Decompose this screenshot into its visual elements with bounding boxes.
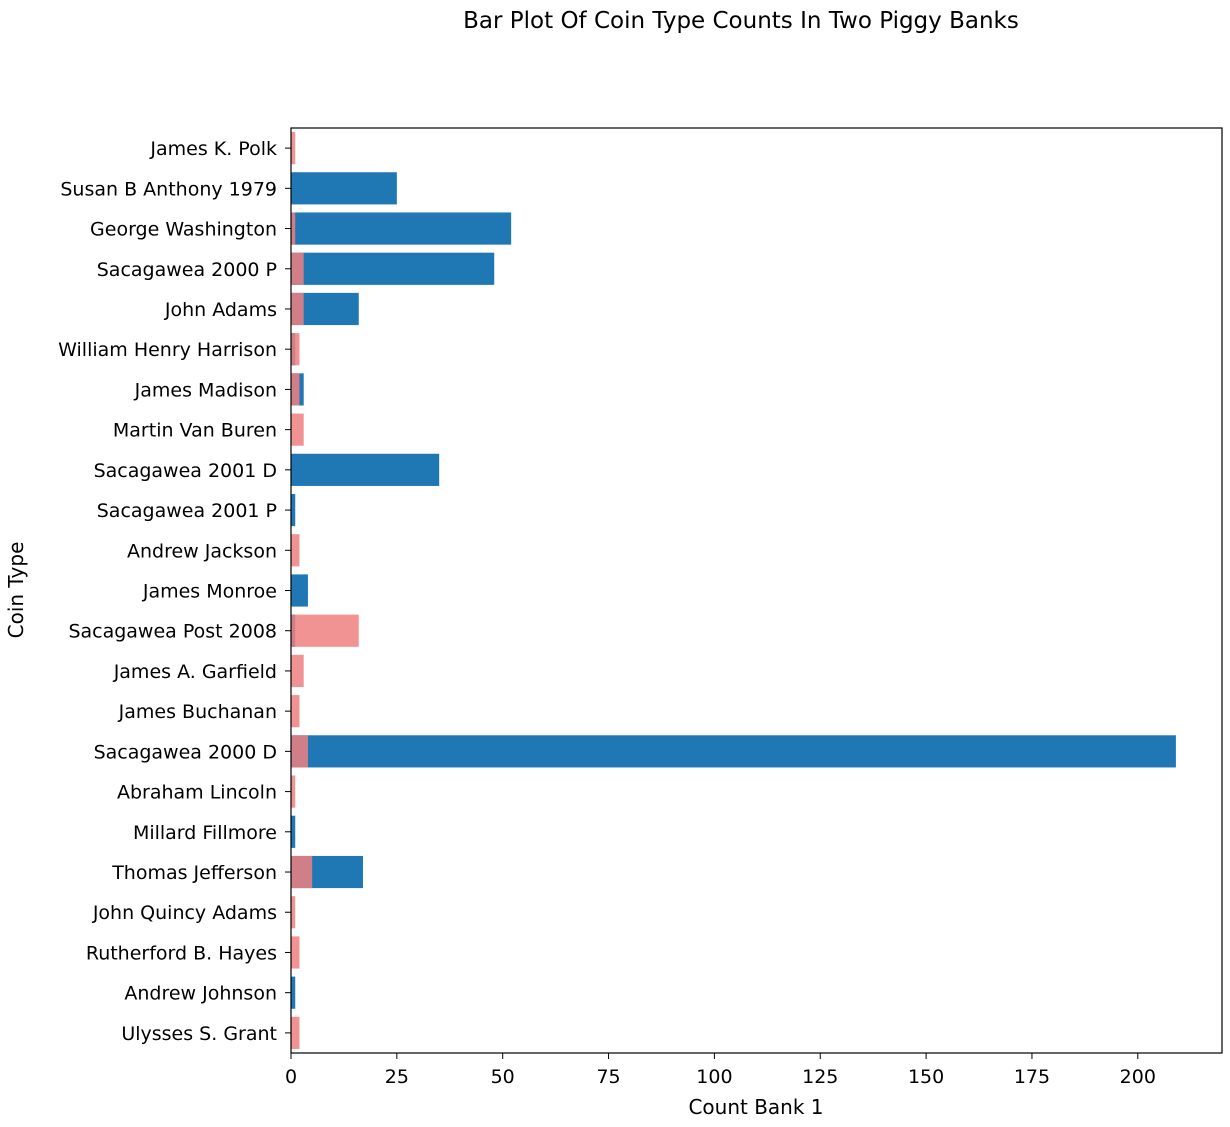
bar-pink-7 — [291, 413, 304, 446]
x-tick-label: 125 — [802, 1066, 838, 1088]
y-tick-label: George Washington — [90, 219, 277, 241]
y-tick-label: Rutherford B. Hayes — [86, 942, 277, 964]
y-tick-label: James Monroe — [142, 581, 277, 603]
y-tick-label: John Adams — [164, 299, 277, 321]
y-tick-label: Sacagawea 2000 P — [97, 259, 277, 281]
chart-title: Bar Plot Of Coin Type Counts In Two Pigg… — [463, 8, 1019, 34]
bar-pink-5 — [291, 333, 300, 366]
bar-pink-6 — [291, 373, 300, 406]
y-tick-label: Martin Van Buren — [113, 420, 277, 442]
bar-pink-15 — [291, 735, 308, 768]
x-axis-label: Count Bank 1 — [688, 1095, 823, 1119]
y-tick-label: Andrew Jackson — [127, 540, 277, 562]
y-tick-label: Sacagawea 2001 P — [97, 500, 277, 522]
y-tick-label: Sacagawea 2001 D — [94, 460, 277, 482]
bar-blue-9 — [291, 493, 296, 527]
bar-pink-3 — [291, 252, 304, 285]
y-tick-label: James K. Polk — [149, 138, 277, 160]
bar-pink-13 — [291, 654, 304, 688]
bar-pink-20 — [291, 936, 300, 969]
y-tick-label: James Madison — [134, 379, 277, 401]
bar-pink-10 — [291, 534, 300, 567]
bar-blue-17 — [291, 815, 296, 848]
x-tick-label: 150 — [908, 1066, 944, 1088]
x-tick-label: 75 — [596, 1066, 620, 1088]
y-tick-label: Abraham Lincoln — [117, 782, 277, 804]
bar-blue-2 — [291, 212, 512, 245]
y-tick-label: Sacagawea 2000 D — [94, 741, 277, 763]
y-tick-label: James A. Garfield — [113, 661, 277, 683]
x-tick-label: 175 — [1014, 1066, 1050, 1088]
bar-pink-18 — [291, 855, 313, 889]
bar-pink-19 — [291, 896, 296, 929]
bar-blue-1 — [291, 172, 397, 205]
bar-pink-2 — [291, 212, 296, 245]
y-tick-label: Susan B Anthony 1979 — [60, 178, 277, 200]
bar-blue-21 — [291, 976, 296, 1009]
bar-pink-12 — [291, 614, 359, 647]
x-tick-label: 50 — [491, 1066, 515, 1088]
y-tick-label: Millard Fillmore — [133, 822, 277, 844]
bar-pink-0 — [291, 132, 296, 165]
bar-pink-16 — [291, 775, 296, 808]
bar-pink-14 — [291, 695, 300, 728]
bar-blue-15 — [291, 735, 1176, 768]
bar-blue-11 — [291, 574, 308, 607]
bar-blue-8 — [291, 453, 440, 486]
bar-blue-3 — [291, 252, 495, 285]
y-tick-label: Andrew Johnson — [124, 983, 277, 1005]
y-tick-label: William Henry Harrison — [58, 339, 277, 361]
y-tick-label: Sacagawea Post 2008 — [68, 621, 277, 643]
bars-layer — [291, 132, 1176, 1049]
x-tick-label: 100 — [696, 1066, 732, 1088]
bar-pink-4 — [291, 292, 304, 326]
x-tick-label: 25 — [385, 1066, 409, 1088]
y-tick-label: Thomas Jefferson — [111, 862, 277, 884]
y-tick-label: James Buchanan — [118, 701, 277, 723]
y-axis-label: Coin Type — [4, 542, 28, 639]
x-tick-label: 200 — [1120, 1066, 1156, 1088]
x-tick-label: 0 — [285, 1066, 297, 1088]
x-axis-ticks: 0 25 50 75 100 125 150 175 200 — [285, 1053, 1156, 1088]
bar-pink-22 — [291, 1016, 300, 1049]
y-tick-label: John Quincy Adams — [92, 902, 277, 924]
y-tick-label: Ulysses S. Grant — [121, 1023, 277, 1045]
y-axis-ticks: James K. Polk Susan B Anthony 1979 George … — [58, 138, 291, 1045]
